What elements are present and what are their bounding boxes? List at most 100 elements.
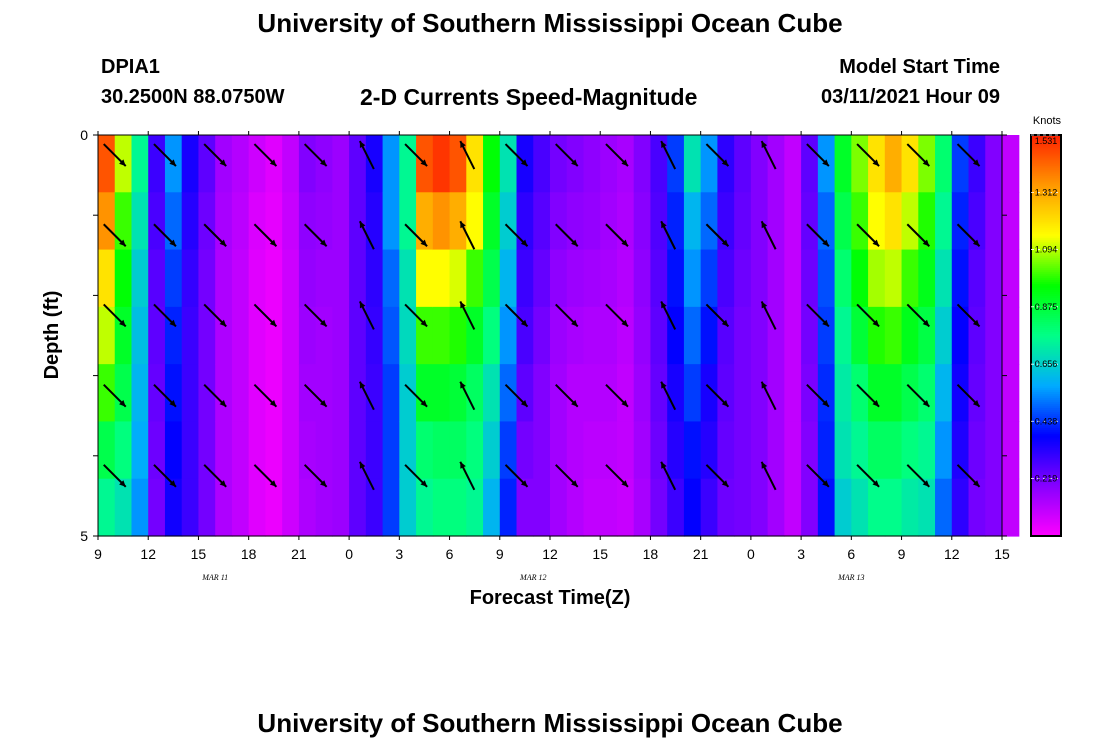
- heatmap-cell: [968, 192, 986, 251]
- colorbar-segment: [1031, 429, 1061, 433]
- colorbar-segment: [1031, 433, 1061, 437]
- heatmap-cell: [298, 421, 317, 480]
- heatmap-cell: [181, 249, 200, 308]
- heatmap-cell: [365, 364, 384, 423]
- heatmap-cell: [600, 192, 618, 251]
- colorbar-segment: [1031, 239, 1061, 242]
- vector-arrowhead: [872, 480, 880, 487]
- colorbar-segment: [1031, 499, 1061, 503]
- heatmap-cell: [750, 192, 769, 251]
- x-tick-label: 9: [496, 546, 504, 562]
- colorbar-segment: [1031, 187, 1061, 190]
- heatmap-cell: [282, 364, 300, 423]
- heatmap-cell: [198, 192, 216, 251]
- heatmap-cell: [1002, 306, 1020, 365]
- heatmap-cell: [416, 306, 434, 365]
- vector-arrowhead: [420, 480, 428, 487]
- colorbar-segment: [1031, 473, 1061, 477]
- heatmap-cell: [248, 421, 267, 480]
- heatmap-cell: [667, 249, 685, 308]
- vector-arrowhead: [169, 319, 176, 327]
- vector-arrowhead: [721, 480, 729, 487]
- colorbar-segment: [1031, 307, 1061, 310]
- heatmap-cell: [616, 306, 635, 365]
- heatmap-cell: [248, 249, 267, 308]
- heatmap-cell: [834, 192, 852, 251]
- colorbar-segment: [1031, 237, 1061, 240]
- colorbar-segment: [1031, 185, 1061, 188]
- heatmap-cell: [951, 421, 970, 480]
- vector-arrowhead: [661, 141, 667, 148]
- model-start-label: Model Start Time: [839, 56, 1000, 78]
- heatmap-cell: [550, 364, 568, 423]
- heatmap-cell: [583, 192, 601, 251]
- heatmap-cell: [432, 249, 451, 308]
- heatmap-cell: [131, 306, 149, 365]
- heatmap-cell: [884, 192, 903, 251]
- colorbar-segment: [1031, 407, 1061, 411]
- heatmap-cell: [365, 421, 384, 480]
- heatmap-cell: [231, 478, 250, 537]
- heatmap-cell: [98, 421, 116, 480]
- heatmap-cell: [901, 192, 919, 251]
- colorbar-segment: [1031, 269, 1061, 272]
- colorbar-segment: [1031, 369, 1061, 373]
- colorbar-segment: [1031, 175, 1061, 178]
- colorbar-segment: [1031, 137, 1061, 140]
- colorbar-segment: [1031, 201, 1061, 204]
- colorbar-segment: [1031, 385, 1061, 389]
- heatmap-cell: [298, 364, 317, 423]
- heatmap-cell: [767, 135, 785, 193]
- colorbar-segment: [1031, 155, 1061, 158]
- heatmap-cell: [1002, 478, 1020, 537]
- vector-arrowhead: [761, 381, 768, 389]
- vector-arrowhead: [621, 159, 628, 167]
- heatmap-cell: [784, 306, 802, 365]
- colorbar-segment: [1031, 483, 1061, 487]
- vector-arrowhead: [359, 381, 366, 389]
- colorbar-segment: [1031, 345, 1061, 349]
- colorbar-segment: [1031, 303, 1061, 306]
- heatmap-cell: [298, 306, 317, 365]
- colorbar-segment: [1031, 265, 1061, 268]
- heatmap-cell: [985, 135, 1003, 193]
- heatmap-cell: [734, 249, 752, 308]
- colorbar-segment: [1031, 501, 1061, 505]
- heatmap-cell: [131, 135, 149, 193]
- heatmap-cell: [767, 192, 785, 251]
- heatmap-cell: [399, 306, 417, 365]
- heatmap-cell: [148, 421, 166, 480]
- colorbar-segment: [1031, 423, 1061, 427]
- x-tick-label: 18: [241, 546, 257, 562]
- heatmap-cell: [583, 421, 601, 480]
- vector-arrowhead: [169, 159, 176, 167]
- heatmap-cell: [750, 306, 769, 365]
- heatmap-cell: [985, 478, 1003, 537]
- heatmap-cell: [399, 364, 417, 423]
- heatmap-cell: [583, 249, 601, 308]
- colorbar-segment: [1031, 321, 1061, 324]
- heatmap-cell: [801, 421, 819, 480]
- heatmap-cell: [349, 364, 367, 423]
- colorbar-segment: [1031, 413, 1061, 417]
- heatmap-cell: [282, 135, 300, 193]
- heatmap-cell: [198, 364, 216, 423]
- heatmap-cell: [935, 421, 953, 480]
- colorbar-segment: [1031, 471, 1061, 475]
- heatmap-cell: [834, 421, 852, 480]
- heatmap-cell: [516, 421, 534, 480]
- vector-arrowhead: [571, 480, 578, 487]
- colorbar-segment: [1031, 489, 1061, 493]
- heatmap-cell: [817, 306, 836, 365]
- heatmap-cell: [382, 421, 400, 480]
- vector-arrowhead: [571, 159, 578, 167]
- vector-arrowhead: [571, 319, 578, 327]
- colorbar-segment: [1031, 363, 1061, 367]
- colorbar-segment: [1031, 317, 1061, 320]
- vector-arrowhead: [872, 319, 880, 327]
- colorbar-segment: [1031, 297, 1061, 300]
- heatmap-cell: [968, 421, 986, 480]
- heatmap-cell: [868, 364, 886, 423]
- colorbar-segment: [1031, 449, 1061, 453]
- x-tick-label: 6: [446, 546, 454, 562]
